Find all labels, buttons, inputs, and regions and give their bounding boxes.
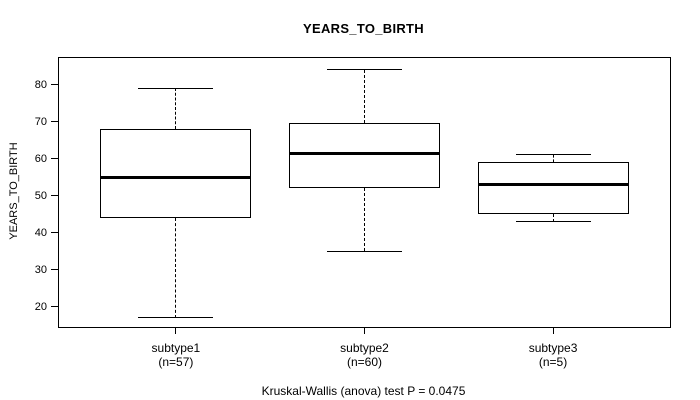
upper-whisker-cap-subtype2 — [327, 69, 402, 71]
median-line-subtype2 — [289, 151, 440, 155]
y-tick-label: 60 — [34, 152, 47, 165]
x-label-count: (n=60) — [346, 355, 383, 369]
x-tick-mark-subtype1 — [175, 327, 177, 334]
y-tick-mark — [51, 158, 58, 160]
lower-whisker-subtype3 — [552, 214, 554, 222]
y-tick-label: 20 — [34, 300, 47, 313]
x-tick-mark-subtype3 — [552, 327, 554, 334]
y-tick-mark — [51, 269, 58, 271]
lower-whisker-cap-subtype1 — [138, 317, 214, 319]
x-label-name: subtype3 — [528, 341, 578, 355]
y-tick-label: 80 — [34, 78, 47, 91]
upper-whisker-subtype2 — [364, 69, 365, 124]
y-tick-label: 70 — [34, 115, 47, 128]
iqr-box-subtype1 — [100, 129, 252, 218]
x-axis: subtype1 (n=57) subtype2 (n=60) subtype3 (n=5… — [59, 58, 670, 369]
x-label-name: subtype2 — [340, 341, 389, 355]
lower-whisker-subtype1 — [175, 217, 177, 318]
median-line-subtype1 — [100, 175, 252, 179]
iqr-box-subtype3 — [477, 162, 629, 215]
y-tick-label: 50 — [34, 189, 47, 202]
boxes-layer — [59, 58, 670, 327]
lower-whisker-cap-subtype3 — [515, 221, 591, 223]
y-tick-label: 30 — [34, 263, 47, 276]
y-tick-mark — [51, 121, 58, 123]
lower-whisker-cap-subtype2 — [327, 250, 402, 252]
x-label-count: (n=57) — [158, 355, 194, 369]
x-label-subtype3: subtype3 (n=5) — [463, 341, 643, 369]
x-label-subtype1: subtype1 (n=57) — [86, 341, 266, 369]
upper-whisker-subtype3 — [552, 154, 554, 163]
y-tick-label: 40 — [34, 226, 47, 239]
y-tick-mark — [51, 232, 58, 234]
median-line-subtype3 — [477, 183, 629, 187]
chart-title: YEARS_TO_BIRTH — [303, 21, 424, 36]
x-label-name: subtype1 — [151, 341, 201, 355]
x-label-subtype2: subtype2 (n=60) — [275, 341, 455, 369]
y-axis: 20 30 40 50 60 70 80 — [35, 58, 670, 327]
upper-whisker-cap-subtype3 — [515, 154, 591, 156]
lower-whisker-subtype2 — [364, 188, 365, 252]
y-tick-mark — [51, 306, 58, 308]
upper-whisker-cap-subtype1 — [138, 87, 214, 89]
y-tick-mark — [51, 195, 58, 197]
iqr-box-subtype2 — [289, 123, 440, 189]
upper-whisker-subtype1 — [175, 88, 177, 130]
x-label-count: (n=5) — [538, 355, 568, 369]
x-tick-mark-subtype2 — [364, 327, 365, 334]
y-tick-mark — [51, 84, 58, 86]
plot-area: 20 30 40 50 60 70 80 subtype1 (n=57) subtype2 (n=… — [35, 57, 671, 369]
test-caption: Kruskal-Wallis (anova) test P = 0.0475 — [261, 384, 466, 398]
